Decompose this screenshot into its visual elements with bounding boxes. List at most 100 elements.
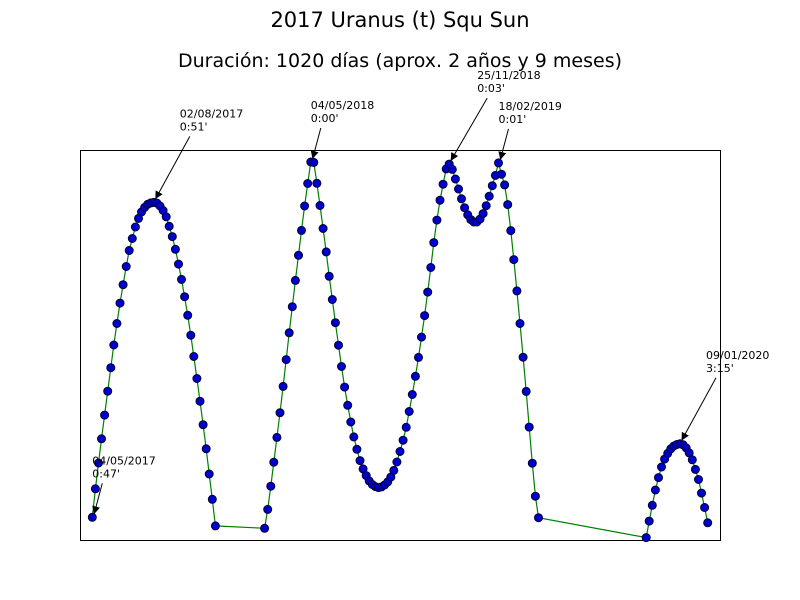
data-point [210, 521, 220, 531]
data-point [438, 179, 448, 189]
data-point [281, 355, 291, 365]
data-point [454, 184, 463, 194]
data-point [330, 318, 340, 328]
data-point [164, 221, 174, 231]
data-point [429, 238, 439, 248]
data-point [272, 432, 282, 442]
data-point [355, 456, 365, 466]
data-point [103, 386, 113, 396]
data-point [263, 504, 273, 514]
annotation-date: 25/11/2018 [477, 69, 540, 82]
data-point [118, 280, 128, 290]
data-point [275, 408, 285, 418]
data-point [494, 158, 503, 168]
data-point [337, 362, 346, 371]
data-point [124, 246, 134, 255]
data-point [420, 311, 430, 321]
data-point [407, 390, 417, 399]
annotation-date: 04/05/2017 [92, 454, 155, 467]
data-point [484, 191, 494, 201]
annotation-arrow [498, 128, 509, 160]
data-point [343, 400, 353, 410]
data-point [518, 352, 528, 362]
data-point [278, 381, 288, 391]
data-point [524, 422, 534, 432]
data-point [509, 255, 519, 265]
data-point [269, 457, 279, 467]
data-point [404, 407, 414, 416]
data-point [414, 352, 423, 362]
annotation-arrow [155, 136, 191, 200]
data-point [650, 485, 660, 495]
data-point [340, 382, 350, 392]
data-point [260, 523, 270, 533]
data-point [349, 432, 359, 442]
data-point [112, 319, 122, 328]
series-line [91, 161, 709, 539]
data-point [106, 363, 116, 373]
data-point [401, 422, 411, 432]
data-point [450, 174, 460, 184]
data-point [97, 434, 106, 444]
data-point [398, 435, 408, 445]
data-point [177, 274, 186, 284]
annotation-arrow [450, 97, 488, 161]
annotation-arrow [92, 483, 103, 515]
data-point [297, 225, 306, 235]
data-point [697, 488, 706, 498]
data-point [506, 226, 516, 236]
data-point [423, 287, 433, 297]
data-point [410, 371, 420, 381]
data-point [294, 250, 303, 260]
data-point [521, 386, 531, 396]
annotation-date: 09/01/2020 [706, 349, 769, 362]
chart-title: 2017 Uranus (t) Squ Sun [270, 8, 530, 32]
annotation-arrow [681, 377, 717, 441]
data-point [503, 200, 513, 210]
data-point [654, 473, 663, 483]
data-point [457, 194, 466, 204]
data-point [207, 494, 217, 504]
data-point [204, 469, 214, 479]
data-point [109, 340, 119, 350]
data-point [312, 178, 322, 188]
data-point [321, 247, 331, 257]
data-point [303, 179, 313, 188]
data-point [300, 201, 310, 211]
data-point [309, 157, 319, 167]
data-point [327, 295, 337, 304]
data-point [186, 330, 196, 340]
data-point [174, 259, 183, 269]
data-point [432, 215, 442, 225]
data-point [315, 201, 325, 210]
plot-frame [80, 150, 721, 541]
data-point [527, 458, 537, 468]
data-point [324, 271, 334, 281]
series-layer [87, 157, 713, 543]
annotation-date: 04/05/2018 [311, 99, 374, 112]
data-point [530, 491, 540, 501]
data-point [189, 352, 199, 361]
data-point [352, 444, 362, 454]
data-point [287, 302, 297, 312]
annotation-orb: 3:15' [706, 362, 734, 375]
data-point [100, 410, 110, 420]
data-point [700, 503, 710, 512]
data-point [703, 518, 713, 528]
data-point [201, 444, 211, 454]
data-point [90, 484, 100, 494]
data-point [389, 465, 399, 475]
data-point [170, 244, 180, 254]
annotation-orb: 0:47' [92, 467, 120, 480]
data-point [130, 222, 140, 232]
data-point [334, 340, 343, 350]
data-point [161, 212, 171, 222]
data-point [515, 319, 525, 328]
data-point [195, 396, 205, 406]
